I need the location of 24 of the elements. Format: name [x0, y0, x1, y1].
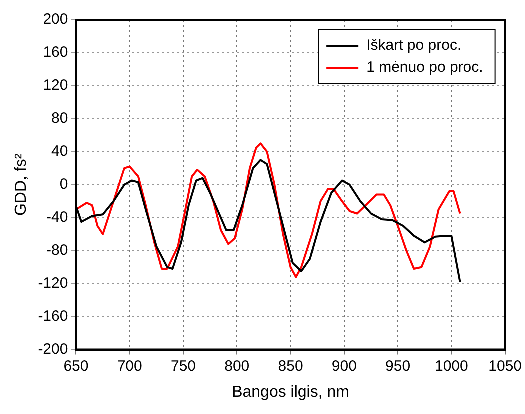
y-tick-label: 80	[52, 110, 68, 128]
y-tick-label: -200	[38, 340, 68, 358]
y-tick-label: -40	[46, 209, 68, 226]
y-tick-label: 40	[52, 143, 68, 160]
x-tick-label: 900	[332, 358, 357, 375]
x-tick-label: 850	[278, 358, 304, 375]
x-tick-label: 700	[117, 358, 142, 375]
x-tick-label: 950	[386, 358, 411, 375]
y-tick-label: 200	[43, 11, 68, 28]
y-axis-title: GDD, fs²	[13, 153, 30, 216]
x-tick-label: 650	[64, 358, 89, 375]
y-tick-label: 160	[43, 44, 68, 62]
y-tick-label: -120	[38, 274, 68, 292]
legend-label: 1 mėnuo po proc.	[366, 59, 484, 76]
x-tick-label: 1050	[488, 358, 522, 375]
y-tick-label: 120	[43, 77, 68, 94]
y-tick-label: -160	[38, 308, 68, 325]
x-tick-label: 800	[224, 358, 250, 375]
x-axis-title: Bangos ilgis, nm	[232, 384, 350, 401]
y-tick-label: -80	[46, 242, 68, 259]
x-tick-label: 1000	[434, 358, 468, 375]
y-tick-label: 0	[60, 176, 68, 194]
x-tick-label: 750	[170, 358, 196, 375]
legend-label: Iškart po proc.	[366, 37, 462, 54]
